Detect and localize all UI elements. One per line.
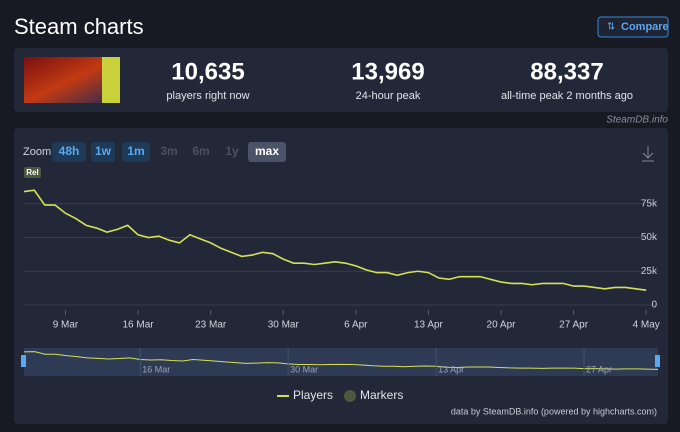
x-tick-label: 27 Apr bbox=[559, 320, 589, 331]
legend-label[interactable]: Players bbox=[293, 388, 333, 402]
x-tick-label: 6 Apr bbox=[344, 320, 368, 331]
legend-label[interactable]: Markers bbox=[360, 388, 403, 402]
navigator-handle[interactable] bbox=[21, 355, 26, 367]
zoom-button[interactable] bbox=[248, 142, 286, 162]
x-tick-label: 20 Apr bbox=[487, 320, 517, 331]
stat-label: all-time peak 2 months ago bbox=[501, 90, 633, 102]
annotation-label: Rel bbox=[26, 168, 38, 177]
zoom-button-label[interactable]: 1y bbox=[225, 144, 239, 158]
stat-value: 13,969 bbox=[351, 58, 424, 85]
y-tick-label: 25k bbox=[641, 266, 658, 277]
zoom-button-label[interactable]: 48h bbox=[59, 144, 80, 158]
x-tick-label: 4 May bbox=[633, 320, 660, 331]
y-tick-label: 50k bbox=[641, 232, 658, 243]
zoom-button-label[interactable]: 6m bbox=[192, 144, 209, 158]
zoom-button-label[interactable]: 1w bbox=[95, 144, 112, 158]
download-icon[interactable] bbox=[642, 146, 654, 162]
navigator-label: 27 Apr bbox=[586, 364, 612, 374]
page-title: Steam charts bbox=[14, 14, 144, 39]
x-tick-label: 16 Mar bbox=[123, 320, 155, 331]
navigator-label: 30 Mar bbox=[290, 364, 318, 374]
zoom-button[interactable] bbox=[122, 142, 150, 162]
credits[interactable]: data by SteamDB.info (powered by highcha… bbox=[451, 406, 657, 416]
chart-panel bbox=[14, 128, 668, 424]
zoom-label: Zoom bbox=[23, 146, 51, 158]
y-tick-label: 75k bbox=[641, 198, 658, 209]
x-tick-label: 23 Mar bbox=[195, 320, 227, 331]
navigator[interactable] bbox=[24, 348, 658, 376]
stat-label: 24-hour peak bbox=[356, 90, 421, 102]
series-line bbox=[23, 189, 647, 291]
compare-button[interactable] bbox=[597, 16, 669, 38]
x-tick-label: 9 Mar bbox=[53, 320, 79, 331]
zoom-button[interactable] bbox=[52, 142, 86, 162]
navigator-label: 16 Mar bbox=[142, 364, 170, 374]
compare-icon[interactable]: ⇅ bbox=[607, 22, 615, 33]
zoom-button-label[interactable]: 1m bbox=[127, 144, 144, 158]
x-tick-label: 30 Mar bbox=[268, 320, 300, 331]
navigator-handle[interactable] bbox=[655, 355, 660, 367]
navigator-line bbox=[23, 351, 659, 370]
annotation-flag bbox=[24, 167, 41, 178]
y-tick-label: 0 bbox=[651, 300, 657, 311]
zoom-button[interactable] bbox=[91, 142, 115, 162]
zoom-button-label[interactable]: max bbox=[255, 144, 279, 158]
zoom-button-label[interactable]: 3m bbox=[160, 144, 177, 158]
stat-label: players right now bbox=[166, 90, 249, 102]
navigator-label: 13 Apr bbox=[438, 364, 464, 374]
watermark: SteamDB.info bbox=[606, 115, 668, 126]
x-tick-label: 13 Apr bbox=[414, 320, 444, 331]
legend-swatch[interactable] bbox=[344, 390, 356, 402]
stat-value: 88,337 bbox=[530, 58, 603, 85]
game-thumbnail-logo bbox=[102, 57, 120, 103]
stat-value: 10,635 bbox=[171, 58, 244, 85]
compare-label[interactable]: Compare bbox=[621, 21, 669, 33]
stats-panel bbox=[14, 48, 668, 112]
